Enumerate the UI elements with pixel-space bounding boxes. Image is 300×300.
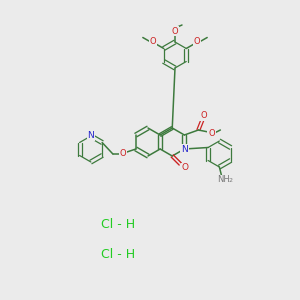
Text: Cl - H: Cl - H — [101, 248, 135, 262]
Text: O: O — [172, 26, 178, 35]
Text: N: N — [88, 131, 94, 140]
Text: O: O — [149, 37, 156, 46]
Text: O: O — [208, 128, 215, 137]
Text: O: O — [120, 149, 126, 158]
Text: O: O — [194, 37, 200, 46]
Text: O: O — [200, 112, 207, 121]
Text: 2: 2 — [228, 178, 233, 184]
Text: O: O — [182, 164, 189, 172]
Text: N: N — [181, 145, 188, 154]
Text: Cl - H: Cl - H — [101, 218, 135, 232]
Text: NH: NH — [217, 176, 230, 184]
